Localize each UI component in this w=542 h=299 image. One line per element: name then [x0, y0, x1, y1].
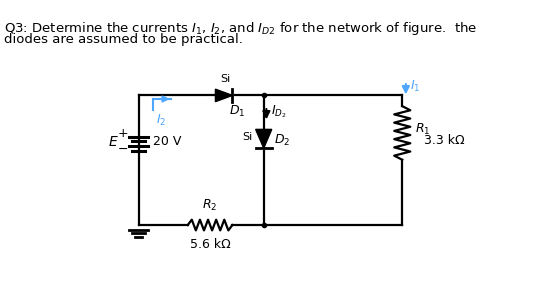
Text: 20 V: 20 V — [153, 135, 181, 148]
Text: $I_{D_2}$: $I_{D_2}$ — [271, 103, 287, 120]
Text: $R_1$: $R_1$ — [415, 122, 430, 137]
Text: 3.3 kΩ: 3.3 kΩ — [424, 134, 464, 147]
Text: $R_2$: $R_2$ — [202, 197, 218, 213]
Text: $D_2$: $D_2$ — [274, 132, 291, 148]
Polygon shape — [215, 89, 233, 102]
Text: Si: Si — [242, 132, 252, 142]
Text: 5.6 kΩ: 5.6 kΩ — [190, 237, 230, 251]
Text: −: − — [118, 143, 128, 155]
Text: $I_1$: $I_1$ — [410, 79, 421, 94]
Text: $E$: $E$ — [108, 135, 119, 149]
Text: Q3: Determine the currents $I_1$, $I_2$, and $I_{D2}$ for the network of figure.: Q3: Determine the currents $I_1$, $I_2$,… — [4, 20, 477, 37]
Text: +: + — [118, 127, 128, 140]
Text: diodes are assumed to be practical.: diodes are assumed to be practical. — [4, 33, 242, 46]
Polygon shape — [256, 129, 272, 148]
Text: $I_2$: $I_2$ — [156, 113, 166, 128]
Text: $D_1$: $D_1$ — [229, 104, 245, 120]
Text: Si: Si — [220, 74, 230, 84]
